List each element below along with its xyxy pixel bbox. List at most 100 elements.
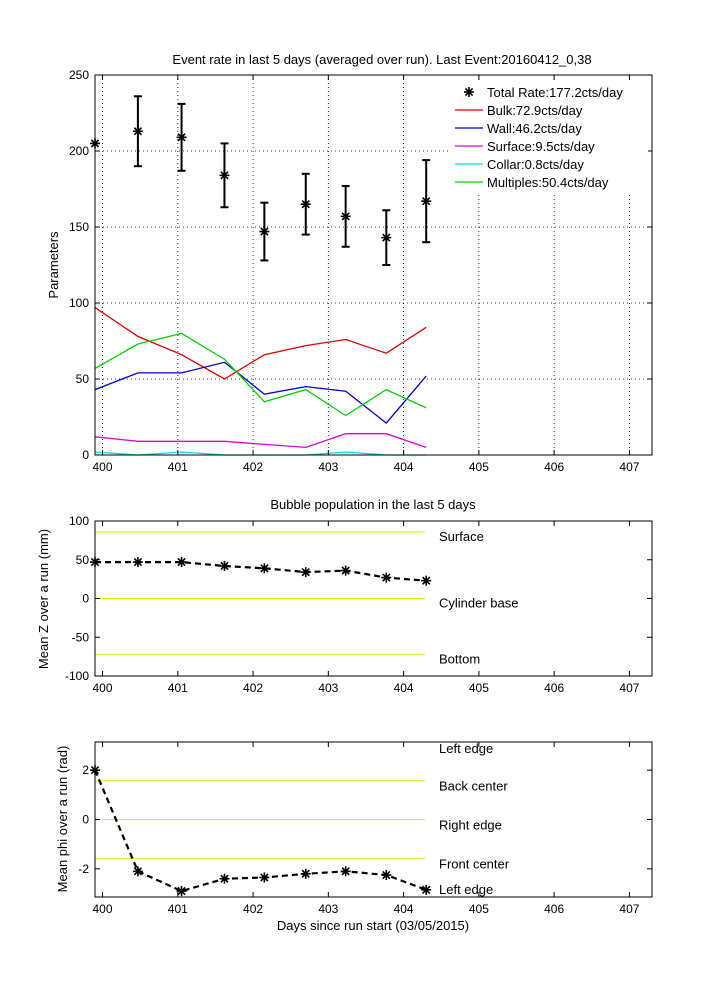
bubble-z-ref-label-0: Surface [439,529,484,544]
bubble-phi-x-tick-label-1: 401 [168,902,188,916]
bubble-phi-line [93,769,427,893]
bubble-phi-point-5-stroke-3 [301,869,310,878]
bubble-phi-point-6 [340,866,351,877]
bubble-z-point-4 [259,563,270,574]
bubble-phi-point-7-stroke-3 [382,870,391,880]
legend-label-1: Wall:46.2cts/day [487,121,582,136]
legend-label-2: Surface:9.5cts/day [487,139,595,154]
bubble-z-x-tick-label-5: 405 [469,681,489,695]
bubble-z-x-tick-label-1: 401 [168,681,188,695]
event-rate-x-tick-label-4: 404 [394,460,414,474]
event-rate-y-tick-label-5: 250 [69,68,89,82]
event-rate-y-tick-label-4: 200 [69,144,89,158]
bubble-phi-ylabel: Mean phi over a run (rad) [55,746,70,893]
bubble-z-point-3 [219,560,230,571]
total-point-8 [421,196,432,207]
event-rate-x-tick-label-2: 402 [243,460,263,474]
series-line-0 [94,307,427,380]
bubble-z-y-tick-label-4: -100 [65,669,89,683]
bubble-z-x-tick-label-6: 406 [544,681,564,695]
bubble-phi-ref-label-4: Left edge [439,882,493,897]
total-point-1 [132,126,143,137]
bubble-phi-point-6-stroke-3 [341,867,350,876]
bubble-z-point-8-stroke-3 [422,576,431,585]
bubble-phi-ref-label-1: Back center [439,779,508,794]
bubble-z-y-tick-label-1: 50 [76,553,90,567]
event-rate-series [94,307,427,456]
bubble-phi-point-1-stroke-3 [133,867,143,876]
total-point-7 [381,232,392,243]
bubble-z-point-4-stroke-3 [260,564,269,573]
event-rate-panel: Event rate in last 5 days (averaged over… [46,52,653,474]
bubble-phi-x-tick-label-3: 403 [318,902,338,916]
bubble-z-x-tick-label-4: 404 [394,681,414,695]
bubble-phi-y-tick-label-0: 2 [82,763,89,777]
bubble-z-ref-label-1: Cylinder base [439,596,519,611]
bubble-phi-point-4-stroke-3 [260,873,269,882]
total-rate-series [90,95,432,266]
legend-marker-total-stroke-3 [464,87,474,97]
bubble-phi-point-8-stroke-3 [422,885,431,895]
total-point-2 [176,132,187,143]
legend-box [450,80,648,192]
bubble-phi-point-4 [259,872,270,883]
total-point-6-stroke-3 [341,212,350,221]
bubble-phi-x-tick-label-4: 404 [394,902,414,916]
total-point-7-stroke-3 [382,233,391,242]
event-rate-y-tick-label-3: 150 [69,220,89,234]
legend-label-0: Bulk:72.9cts/day [487,103,583,118]
event-rate-x-tick-label-3: 403 [318,460,338,474]
bubble-z-point-7-stroke-3 [382,573,391,582]
total-point-3-stroke-3 [220,171,229,180]
legend-label-3: Collar:0.8cts/day [487,157,584,172]
bubble-z-y-tick-label-0: 100 [69,514,89,528]
event-rate-x-tick-label-7: 407 [619,460,639,474]
event-rate-x-tick-label-1: 401 [168,460,188,474]
bubble-z-y-tick-label-3: -50 [72,630,90,644]
bubble-z-y-ticks: 100 50 0 -50 -100 [65,514,652,683]
event-rate-title: Event rate in last 5 days (averaged over… [172,52,591,67]
bubble-z-point-6 [340,565,351,576]
bubble-phi-point-2-stroke-3 [177,886,186,896]
bubble-phi-y-tick-label-1: 0 [82,813,89,827]
event-rate-x-ticks: 400 401 402 403 404 405 406 407 [93,75,640,474]
total-point-2-stroke-3 [177,133,186,142]
bubble-phi-panel: Mean phi over a run (rad) Left edge Back … [55,741,653,933]
bubble-z-x-tick-label-7: 407 [619,681,639,695]
bubble-phi-y-tick-label-2: -2 [78,862,89,876]
bubble-z-point-6-stroke-3 [341,566,350,575]
bubble-z-series [90,557,432,586]
bubble-z-reference-lines: Surface Cylinder base Bottom [95,529,519,666]
bubble-phi-point-1 [132,866,143,877]
bubble-z-ylabel: Mean Z over a run (mm) [36,529,51,669]
series-line-2 [94,433,427,449]
bubble-phi-point-7 [381,870,392,881]
bubble-z-x-tick-label-0: 400 [93,681,113,695]
bubble-z-x-ticks: 400 401 402 403 404 405 406 407 [93,521,640,695]
total-point-4 [259,226,270,237]
event-rate-x-tick-label-5: 405 [469,460,489,474]
bubble-phi-x-tick-label-7: 407 [619,902,639,916]
bubble-z-y-tick-label-2: 0 [82,592,89,606]
bubble-z-title: Bubble population in the last 5 days [270,497,476,512]
total-point-5-stroke-3 [301,200,310,209]
total-point-8-stroke-3 [422,196,431,206]
legend-label-total: Total Rate:177.2cts/day [487,85,623,100]
bubble-phi-x-tick-label-5: 405 [469,902,489,916]
legend-marker-total [464,87,474,97]
series-line-1 [94,361,427,424]
bubble-z-point-5 [300,567,311,578]
bubble-phi-series [90,765,432,897]
bubble-phi-ref-label-3: Front center [439,856,510,871]
bubble-z-x-tick-label-2: 402 [243,681,263,695]
bubble-phi-y-ticks: 2 0 -2 [78,763,652,876]
total-point-6 [340,211,351,222]
bubble-phi-x-tick-label-6: 406 [544,902,564,916]
bubble-z-point-5-stroke-3 [301,567,310,577]
bubble-phi-ref-label-0: Left edge [439,741,493,756]
event-rate-ylabel: Parameters [46,231,61,299]
bubble-phi-xlabel: Days since run start (03/05/2015) [277,918,469,933]
bubble-phi-ref-label-2: Right edge [439,818,502,833]
bubble-z-x-tick-label-3: 403 [318,681,338,695]
